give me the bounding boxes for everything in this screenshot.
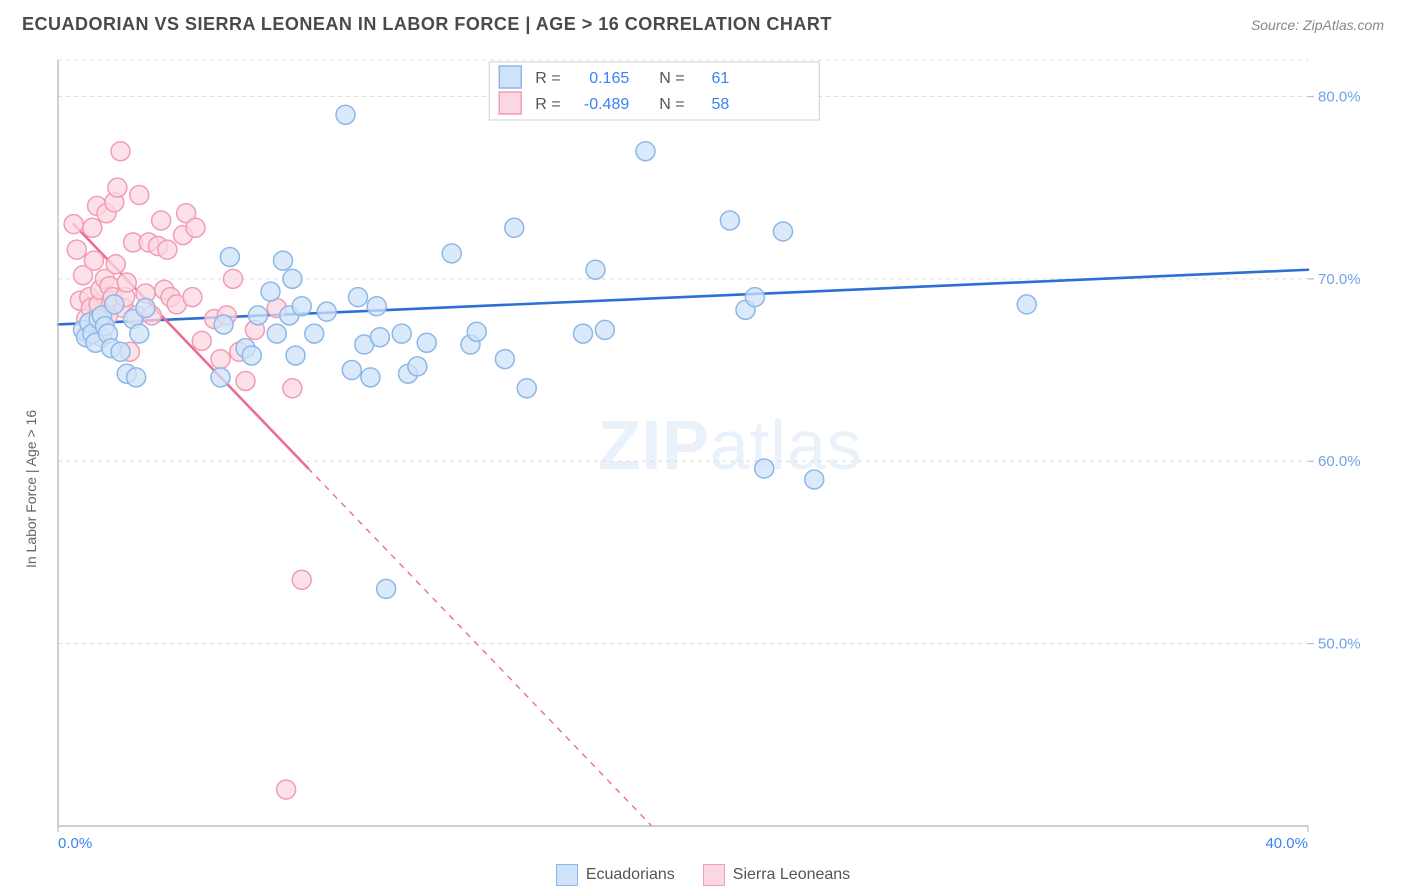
data-point — [517, 379, 536, 398]
data-point — [214, 315, 233, 334]
data-point — [361, 368, 380, 387]
data-point — [220, 247, 239, 266]
data-point — [83, 218, 102, 237]
data-point — [408, 357, 427, 376]
legend-swatch — [703, 864, 725, 886]
data-point — [106, 255, 125, 274]
data-point — [211, 368, 230, 387]
data-point — [136, 299, 155, 318]
legend-label: Sierra Leoneans — [733, 866, 850, 884]
y-tick-label: 60.0% — [1318, 453, 1361, 470]
x-tick-label: 40.0% — [1265, 835, 1308, 852]
regression-line — [58, 270, 1308, 325]
y-tick-label: 80.0% — [1318, 88, 1361, 105]
corr-n-value: 61 — [711, 70, 729, 87]
data-point — [242, 346, 261, 365]
legend-swatch — [499, 66, 521, 88]
data-point — [152, 211, 171, 230]
data-point — [105, 295, 124, 314]
data-point — [505, 218, 524, 237]
data-point — [745, 288, 764, 307]
data-point — [1017, 295, 1036, 314]
data-point — [774, 222, 793, 241]
data-point — [755, 459, 774, 478]
data-point — [117, 273, 136, 292]
data-point — [377, 579, 396, 598]
source-credit: Source: ZipAtlas.com — [1251, 17, 1384, 33]
data-point — [186, 218, 205, 237]
data-point — [274, 251, 293, 270]
data-point — [111, 342, 130, 361]
data-point — [720, 211, 739, 230]
data-point — [64, 215, 83, 234]
data-point — [84, 251, 103, 270]
data-point — [317, 302, 336, 321]
data-point — [183, 288, 202, 307]
data-point — [442, 244, 461, 263]
data-point — [283, 269, 302, 288]
x-tick-label: 0.0% — [58, 835, 92, 852]
correlation-scatter-chart: ZIPatlas 50.0% 60.0% 70.0% 80.0% 0.0% 40.0% In … — [18, 48, 1388, 854]
data-point — [224, 269, 243, 288]
data-point — [636, 142, 655, 161]
corr-r-value: -0.489 — [584, 96, 629, 113]
y-tick-label: 70.0% — [1318, 271, 1361, 288]
data-point — [370, 328, 389, 347]
legend-item: Ecuadorians — [556, 864, 675, 886]
data-point — [495, 350, 514, 369]
legend-swatch — [499, 92, 521, 114]
data-point — [236, 371, 255, 390]
data-point — [127, 368, 146, 387]
series-legend: Ecuadorians Sierra Leoneans — [0, 864, 1406, 886]
data-point — [277, 780, 296, 799]
data-point — [286, 346, 305, 365]
data-point — [261, 282, 280, 301]
corr-n-label: N = — [659, 96, 684, 113]
chart-title: ECUADORIAN VS SIERRA LEONEAN IN LABOR FO… — [22, 14, 832, 35]
data-point — [130, 324, 149, 343]
data-point — [267, 324, 286, 343]
data-point — [292, 297, 311, 316]
data-point — [342, 361, 361, 380]
y-axis-label: In Labor Force | Age > 16 — [23, 410, 39, 568]
data-point — [305, 324, 324, 343]
y-tick-label: 50.0% — [1318, 636, 1361, 653]
data-point — [249, 306, 268, 325]
data-point — [595, 320, 614, 339]
data-point — [586, 260, 605, 279]
data-point — [108, 178, 127, 197]
data-point — [292, 570, 311, 589]
data-point — [367, 297, 386, 316]
corr-r-label: R = — [535, 70, 560, 87]
data-point — [111, 142, 130, 161]
data-point — [130, 185, 149, 204]
regression-line-dashed — [308, 468, 652, 826]
data-point — [158, 240, 177, 259]
data-point — [467, 322, 486, 341]
data-point — [392, 324, 411, 343]
data-point — [574, 324, 593, 343]
data-point — [805, 470, 824, 489]
corr-n-value: 58 — [711, 96, 729, 113]
corr-r-label: R = — [535, 96, 560, 113]
data-point — [211, 350, 230, 369]
legend-swatch — [556, 864, 578, 886]
corr-r-value: 0.165 — [589, 70, 629, 87]
legend-item: Sierra Leoneans — [703, 864, 850, 886]
corr-n-label: N = — [659, 70, 684, 87]
data-point — [67, 240, 86, 259]
data-point — [283, 379, 302, 398]
data-point — [192, 331, 211, 350]
data-point — [349, 288, 368, 307]
watermark: ZIPatlas — [598, 406, 863, 484]
data-point — [336, 105, 355, 124]
legend-label: Ecuadorians — [586, 866, 675, 884]
data-point — [417, 333, 436, 352]
